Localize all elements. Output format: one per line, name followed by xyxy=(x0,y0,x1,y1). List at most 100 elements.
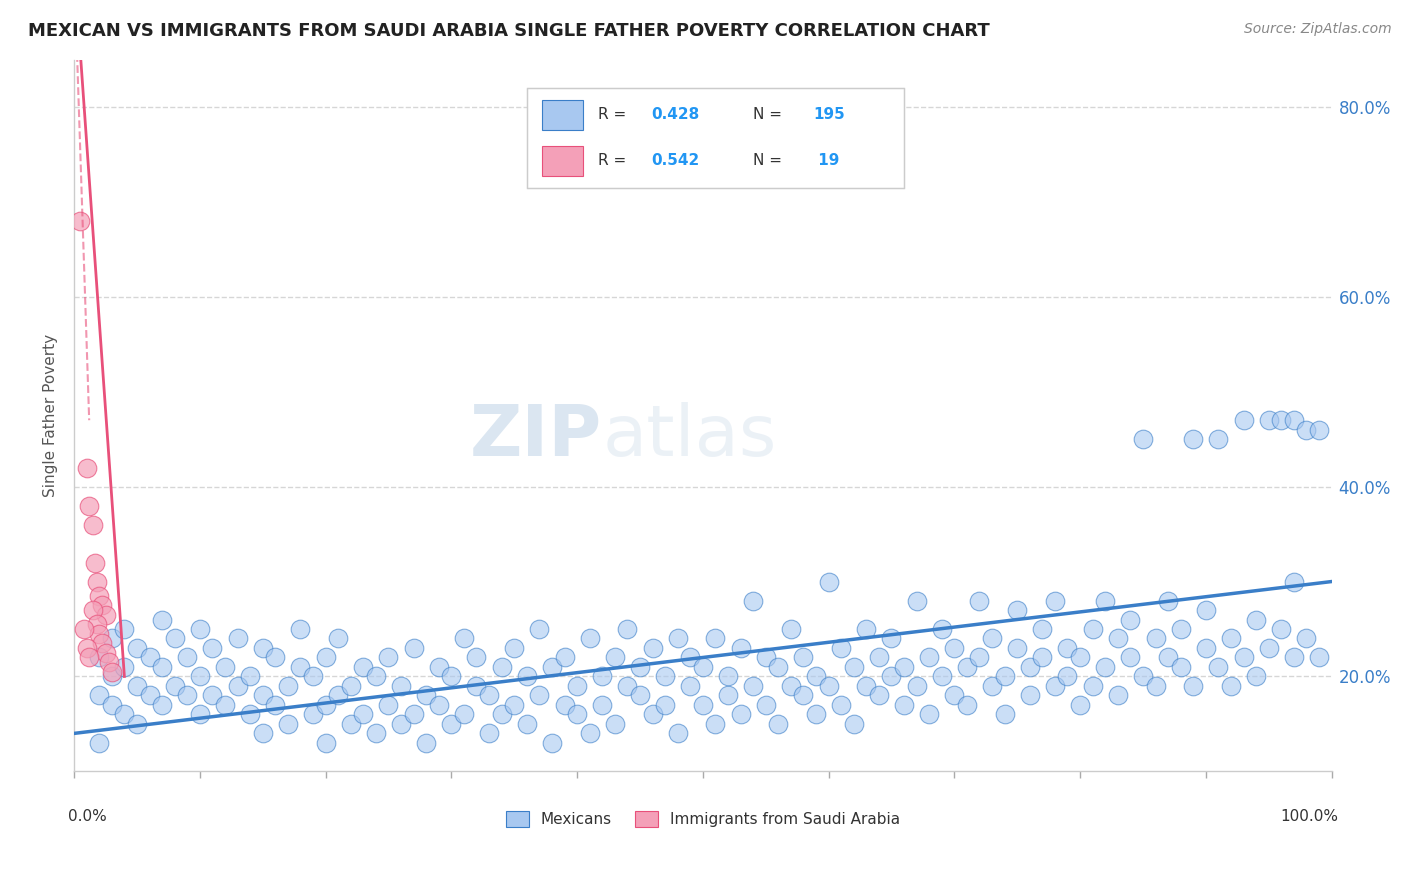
Point xyxy=(86,574,108,589)
Point xyxy=(415,736,437,750)
Point xyxy=(1094,593,1116,607)
Point xyxy=(1081,679,1104,693)
Point xyxy=(641,640,664,655)
Point xyxy=(1157,650,1180,665)
Point xyxy=(1195,640,1218,655)
Point xyxy=(188,707,211,722)
Point xyxy=(792,650,814,665)
Point xyxy=(86,617,108,632)
Point xyxy=(666,632,689,646)
Point xyxy=(503,698,526,712)
Point xyxy=(491,707,513,722)
Point xyxy=(692,660,714,674)
Point xyxy=(163,679,186,693)
Point xyxy=(478,726,501,740)
Point xyxy=(214,698,236,712)
Point xyxy=(704,717,727,731)
Point xyxy=(654,669,676,683)
Point xyxy=(1220,679,1243,693)
Point xyxy=(1132,669,1154,683)
Point xyxy=(352,660,374,674)
Point xyxy=(956,660,979,674)
Point xyxy=(1244,669,1267,683)
Point xyxy=(804,669,827,683)
Point xyxy=(541,736,564,750)
Point xyxy=(1056,640,1078,655)
Point xyxy=(339,717,361,731)
Point xyxy=(101,632,124,646)
Point xyxy=(654,698,676,712)
Point xyxy=(315,650,337,665)
Point xyxy=(89,650,111,665)
Point xyxy=(918,650,941,665)
Point xyxy=(76,640,98,655)
Point xyxy=(377,650,399,665)
Point xyxy=(1232,413,1254,427)
Point xyxy=(252,640,274,655)
Point xyxy=(239,669,262,683)
Point xyxy=(591,669,613,683)
Point xyxy=(1157,593,1180,607)
Point xyxy=(1018,689,1040,703)
Point xyxy=(1282,650,1305,665)
Point xyxy=(880,669,903,683)
Point xyxy=(440,669,463,683)
Point xyxy=(264,698,287,712)
Point xyxy=(679,679,702,693)
Point xyxy=(1094,660,1116,674)
Point xyxy=(1195,603,1218,617)
Legend: Mexicans, Immigrants from Saudi Arabia: Mexicans, Immigrants from Saudi Arabia xyxy=(498,804,908,835)
Point xyxy=(1107,689,1129,703)
Point xyxy=(77,650,100,665)
Point xyxy=(1232,650,1254,665)
Point xyxy=(1308,423,1330,437)
Point xyxy=(943,640,966,655)
Point xyxy=(101,665,124,679)
Point xyxy=(792,689,814,703)
Point xyxy=(1270,413,1292,427)
Point xyxy=(1119,613,1142,627)
Point xyxy=(679,650,702,665)
Point xyxy=(1244,613,1267,627)
Point xyxy=(176,689,198,703)
Point xyxy=(981,632,1004,646)
Point xyxy=(90,636,112,650)
Point xyxy=(415,689,437,703)
Point xyxy=(339,679,361,693)
Point xyxy=(717,689,740,703)
Point xyxy=(389,717,412,731)
Point xyxy=(591,698,613,712)
Point xyxy=(1056,669,1078,683)
Point xyxy=(89,626,111,640)
Point xyxy=(112,707,135,722)
Point xyxy=(830,698,852,712)
Point xyxy=(529,689,551,703)
Point xyxy=(315,698,337,712)
Point xyxy=(1119,650,1142,665)
Point xyxy=(565,707,588,722)
Text: atlas: atlas xyxy=(602,402,776,471)
Point xyxy=(226,679,249,693)
Point xyxy=(730,707,752,722)
Point xyxy=(1043,593,1066,607)
Point xyxy=(516,669,538,683)
Point xyxy=(1182,679,1205,693)
Point xyxy=(1170,622,1192,636)
Point xyxy=(302,707,325,722)
Point xyxy=(302,669,325,683)
Point xyxy=(768,717,790,731)
Point xyxy=(252,689,274,703)
Point xyxy=(84,556,107,570)
Point xyxy=(89,736,111,750)
Point xyxy=(290,660,312,674)
Text: 0.0%: 0.0% xyxy=(67,809,107,824)
Point xyxy=(440,717,463,731)
Point xyxy=(893,698,915,712)
Point xyxy=(969,593,991,607)
Point xyxy=(328,689,350,703)
Point xyxy=(628,660,651,674)
Point xyxy=(328,632,350,646)
Point xyxy=(969,650,991,665)
Point xyxy=(503,640,526,655)
Point xyxy=(101,669,124,683)
